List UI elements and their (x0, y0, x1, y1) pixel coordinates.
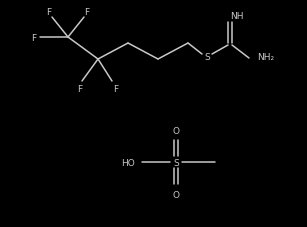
Text: F: F (31, 33, 36, 42)
Text: O: O (173, 190, 180, 199)
Text: F: F (46, 7, 52, 16)
Text: S: S (204, 52, 210, 61)
Text: F: F (84, 7, 90, 16)
Text: NH₂: NH₂ (258, 52, 274, 61)
Text: O: O (173, 126, 180, 135)
Text: F: F (77, 84, 83, 93)
Text: F: F (114, 84, 119, 93)
Text: NH: NH (230, 11, 244, 20)
Text: S: S (173, 158, 179, 167)
Text: HO: HO (121, 158, 135, 167)
